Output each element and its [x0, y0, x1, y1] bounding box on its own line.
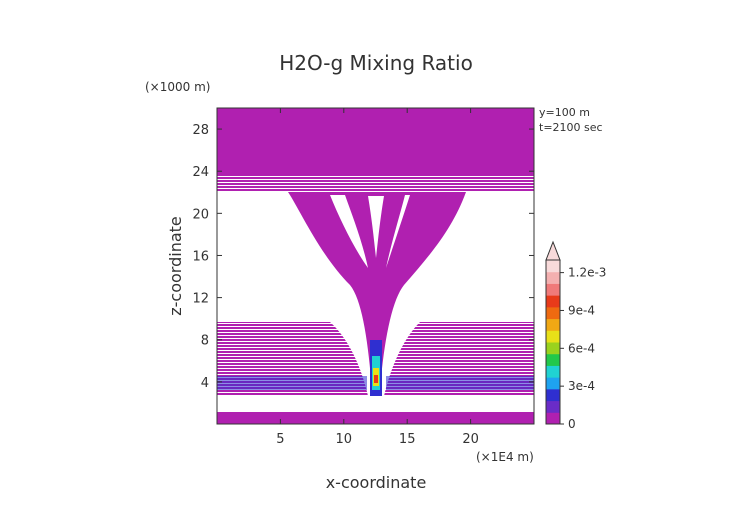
x-tick-label: 15 — [399, 432, 416, 447]
plot-frame — [216, 107, 535, 425]
shading-field — [217, 108, 534, 424]
annotation-y: y=100 m — [539, 106, 590, 119]
colorbar-tick-label: 6e-4 — [568, 341, 595, 355]
y-tick-label: 4 — [201, 376, 209, 391]
x-axis-label: x-coordinate — [326, 473, 427, 492]
chart-title: H2O-g Mixing Ratio — [279, 51, 473, 75]
y-tick-label: 24 — [192, 165, 209, 180]
colorbar-segment — [546, 412, 560, 425]
colorbar-segment — [546, 260, 560, 273]
colorbar-segment — [546, 353, 560, 366]
axes: 5 10 15 20 4 8 12 16 20 24 28 — [192, 107, 535, 447]
colorbar-tick-label: 0 — [568, 417, 576, 431]
y-tick-label: 8 — [201, 334, 209, 349]
colorbar-extend-arrow — [545, 240, 561, 261]
colorbar-segment — [546, 400, 560, 413]
y-axis-label: z-coordinate — [166, 216, 185, 316]
y-tick-label: 12 — [192, 292, 209, 307]
annotation-t: t=2100 sec — [539, 121, 603, 134]
y-tick-label: 20 — [192, 207, 209, 222]
colorbar-segment — [546, 330, 560, 343]
x-tick-label: 20 — [462, 432, 479, 447]
colorbar-tick-label: 1.2e-3 — [568, 266, 606, 280]
y-unit-label: (×1000 m) — [145, 80, 210, 94]
colorbar-segment — [546, 271, 560, 284]
x-unit-label: (×1E4 m) — [476, 450, 534, 464]
colorbar-segment — [546, 388, 560, 402]
colorbar-segment — [546, 295, 560, 308]
colorbar-segment — [546, 283, 560, 296]
colorbar-segment — [546, 318, 560, 331]
colorbar-segment — [546, 365, 560, 378]
y-tick-label: 28 — [192, 123, 209, 138]
x-axis-ticks: 5 10 15 20 — [276, 108, 479, 447]
colorbar-segment — [546, 306, 560, 320]
x-tick-label: 5 — [276, 432, 284, 447]
y-axis-ticks: 4 8 12 16 20 24 28 — [192, 123, 534, 391]
colorbar-segment — [546, 377, 560, 390]
colorbar: 0 3e-4 6e-4 9e-4 1.2e-3 — [545, 240, 606, 431]
colorbar-tick-label: 9e-4 — [568, 303, 595, 317]
x-tick-label: 10 — [336, 432, 353, 447]
colorbar-tick-label: 3e-4 — [568, 379, 595, 393]
y-tick-label: 16 — [192, 249, 209, 264]
colorbar-segment — [546, 342, 560, 355]
